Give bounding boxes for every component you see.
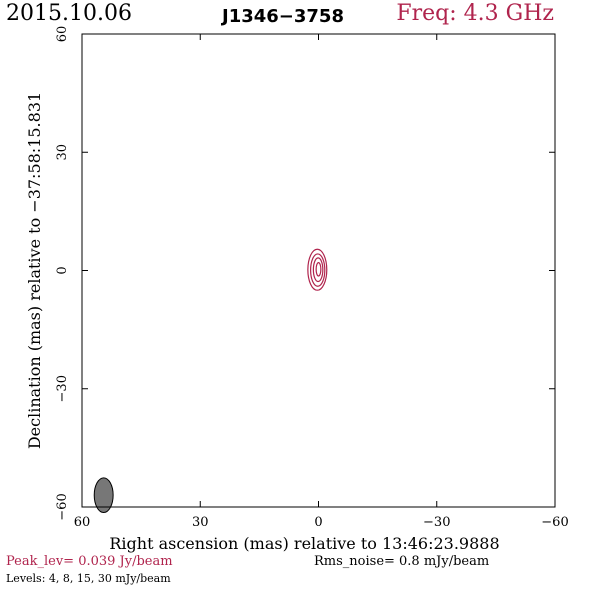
axis-ticks: [81, 33, 556, 508]
contour-15: [312, 257, 324, 283]
contour-levels: Levels: 4, 8, 15, 30 mJy/beam: [6, 572, 171, 585]
source-name: J1346−3758: [222, 6, 344, 27]
contour-8: [310, 253, 326, 287]
peak-level: Peak_lev= 0.039 Jy/beam: [6, 554, 173, 569]
y-tick-label: 30: [55, 144, 70, 161]
y-tick-label: −60: [55, 493, 70, 520]
x-tick-label: −60: [541, 515, 568, 530]
y-axis-label: Declination (mas) relative to −37:58:15.…: [25, 92, 44, 449]
tick-labels: 60 30 0 −30 −60 −60 −30 0 30 60: [55, 26, 569, 530]
beam-ellipse: [93, 477, 114, 514]
y-tick-label: 60: [55, 26, 70, 43]
frequency-label: Freq: 4.3 GHz: [396, 1, 554, 26]
contours: [307, 248, 328, 291]
x-tick-label: 30: [192, 515, 209, 530]
x-tick-label: 0: [314, 515, 322, 530]
y-tick-label: 0: [55, 266, 70, 274]
y-tick-label: −30: [55, 375, 70, 402]
x-axis-label: Right ascension (mas) relative to 13:46:…: [109, 534, 499, 553]
x-tick-label: −30: [423, 515, 450, 530]
x-tick-label: 60: [74, 515, 91, 530]
plot-frame: [81, 33, 556, 508]
observation-date: 2015.10.06: [6, 1, 132, 26]
contour-30: [315, 262, 322, 277]
beam-shape: [93, 477, 114, 514]
rms-noise: Rms_noise= 0.8 mJy/beam: [314, 554, 490, 569]
contour-4: [307, 248, 328, 291]
